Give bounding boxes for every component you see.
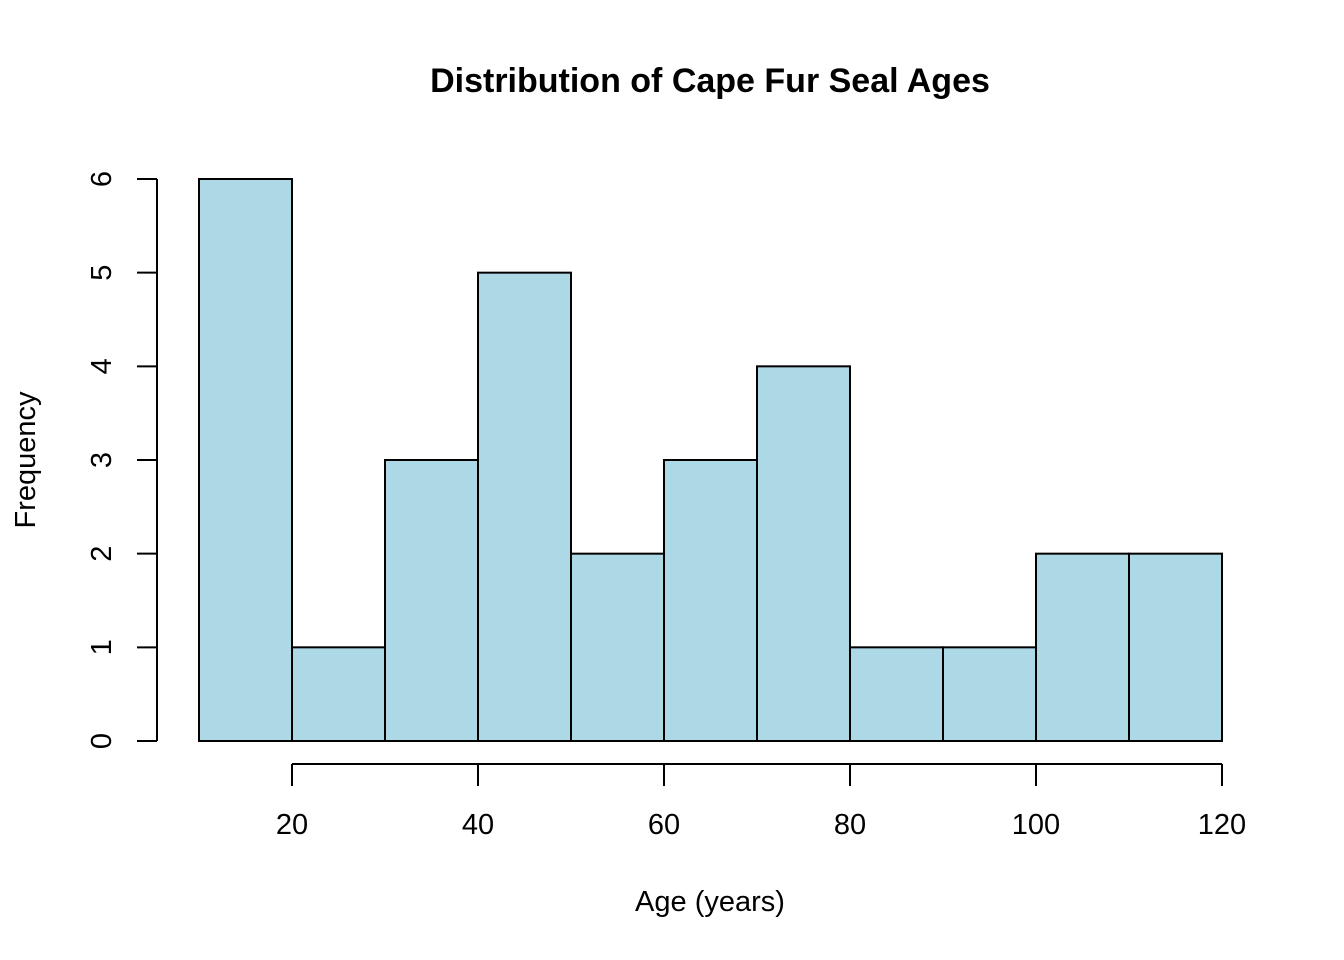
- histogram-bar-3: [384, 459, 479, 742]
- x-tick-label: 80: [834, 809, 866, 841]
- y-tick-label: 3: [86, 452, 118, 468]
- y-tick-label: 6: [86, 171, 118, 187]
- histogram-bar-8: [849, 646, 944, 742]
- x-tick-label: 120: [1198, 809, 1246, 841]
- histogram-bar-10: [1035, 552, 1130, 743]
- chart-title: Distribution of Cape Fur Seal Ages: [430, 62, 990, 100]
- x-tick-label: 60: [648, 809, 680, 841]
- bars-group: [198, 178, 1223, 743]
- y-tick-label: 5: [86, 265, 118, 281]
- x-tick-label: 20: [276, 809, 308, 841]
- histogram-bar-7: [756, 365, 851, 742]
- y-axis-label: Frequency: [10, 391, 42, 529]
- y-axis: 0 1 2 3 4 5 6: [86, 171, 158, 749]
- x-tick-label: 100: [1012, 809, 1060, 841]
- histogram-bar-11: [1128, 552, 1223, 743]
- histogram-bar-2: [291, 646, 386, 742]
- y-tick-label: 0: [86, 733, 118, 749]
- x-axis-label: Age (years): [635, 886, 785, 918]
- histogram-bar-9: [942, 646, 1037, 742]
- histogram-bar-1: [198, 178, 293, 742]
- y-tick-label: 1: [86, 639, 118, 655]
- histogram-bar-5: [570, 552, 665, 743]
- histogram-bar-4: [477, 271, 572, 742]
- x-axis: 20 40 60 80 100 120: [276, 763, 1246, 841]
- histogram-bar-6: [663, 459, 758, 742]
- y-tick-label: 4: [86, 358, 118, 374]
- y-tick-label: 2: [86, 546, 118, 562]
- x-tick-label: 40: [462, 809, 494, 841]
